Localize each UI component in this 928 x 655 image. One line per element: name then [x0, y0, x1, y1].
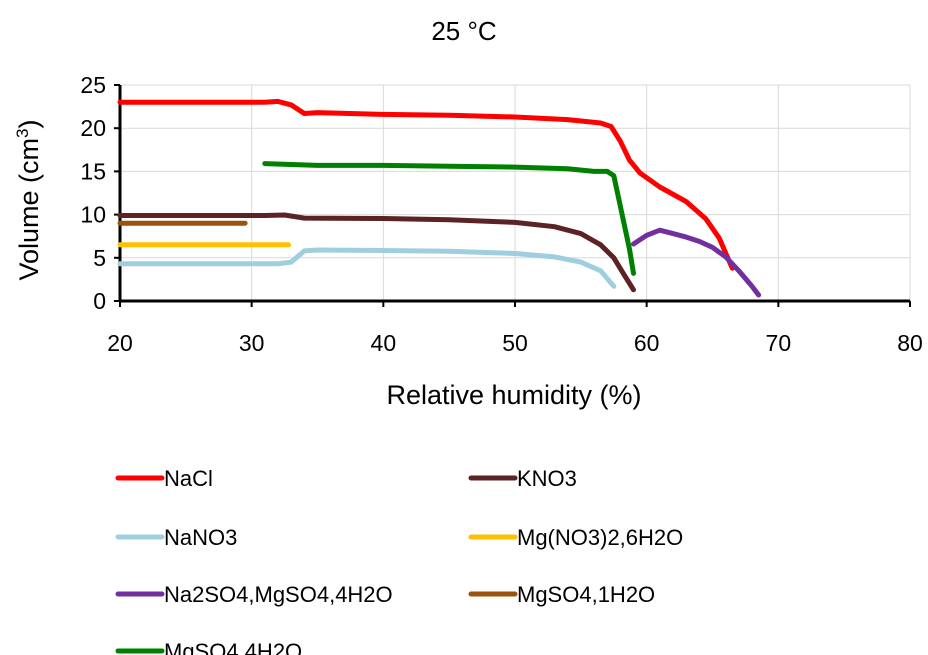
x-axis-title: Relative humidity (%) — [386, 380, 641, 410]
legend-item: Na2SO4,MgSO4,4H2O — [115, 582, 393, 607]
x-tick-label: 40 — [371, 330, 397, 356]
legend-item: NaCl — [115, 466, 213, 491]
y-tick-label: 5 — [93, 245, 106, 271]
y-axis-title: Volume (cm3) — [13, 119, 44, 280]
series-lines — [117, 98, 762, 298]
y-axis-title-close: ) — [14, 119, 44, 128]
y-tick-label: 0 — [93, 288, 106, 314]
series-line — [631, 227, 762, 298]
y-tick-label: 25 — [80, 72, 106, 98]
legend-item: Mg(NO3)2,6H2O — [468, 525, 683, 550]
legend-label: Na2SO4,MgSO4,4H2O — [164, 582, 393, 607]
y-tick-label: 15 — [80, 158, 106, 184]
legend-label: NaNO3 — [164, 525, 237, 550]
series-line — [117, 98, 735, 271]
legend-item: NaNO3 — [115, 525, 237, 550]
x-tick-label: 60 — [634, 330, 660, 356]
y-tick-labels: 0 5 10 15 20 25 — [80, 72, 106, 314]
legend-item: MgSO4,1H2O — [468, 582, 655, 607]
legend: NaCl KNO3 NaNO3 Mg(NO3)2,6H2O Na2SO4,MgSO4,4… — [115, 466, 683, 655]
x-tick-label: 20 — [107, 330, 133, 356]
legend-label: MgSO4,4H2O — [164, 639, 302, 655]
y-axis-title-main: Volume (cm — [14, 138, 44, 281]
legend-item: KNO3 — [468, 466, 577, 491]
x-tick-label: 50 — [502, 330, 528, 356]
series-line — [262, 161, 636, 276]
series-line — [117, 212, 636, 293]
legend-label: MgSO4,1H2O — [517, 582, 655, 607]
legend-label: KNO3 — [517, 466, 577, 491]
x-tick-label: 80 — [897, 330, 923, 356]
y-tick-label: 10 — [80, 202, 106, 228]
y-axis-title-sup: 3 — [13, 128, 32, 137]
x-tick-label: 70 — [766, 330, 792, 356]
x-tick-labels: 20 30 40 50 60 70 80 — [107, 330, 923, 356]
legend-label: Mg(NO3)2,6H2O — [517, 525, 683, 550]
y-tick-label: 20 — [80, 115, 106, 141]
legend-label: NaCl — [164, 466, 213, 491]
legend-item: MgSO4,4H2O — [115, 639, 302, 655]
series-line — [117, 247, 617, 289]
chart-title: 25 °C — [431, 16, 496, 46]
grid-lines — [120, 84, 911, 301]
x-tick-label: 30 — [239, 330, 265, 356]
